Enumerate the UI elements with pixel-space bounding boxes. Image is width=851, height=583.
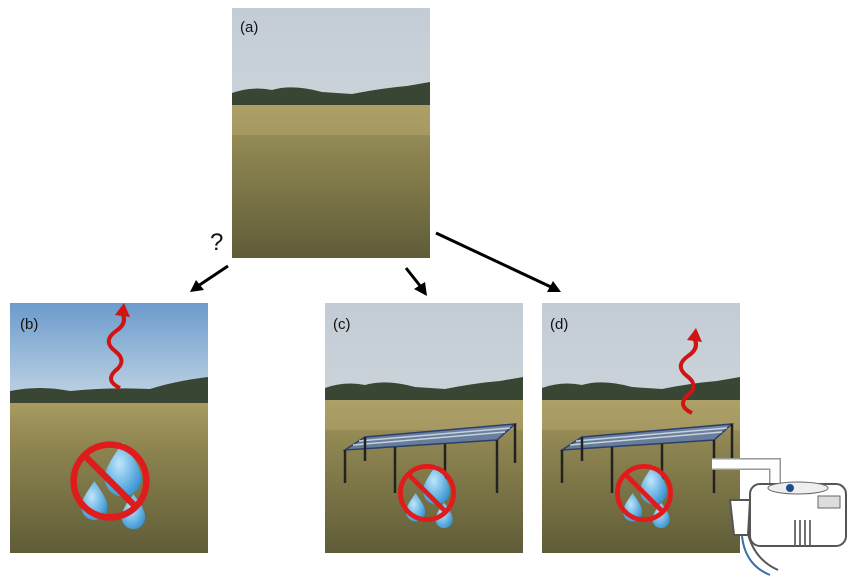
panel-label: (b) (20, 316, 38, 333)
panel-a: (a) (232, 8, 430, 258)
panel-c: (c) (325, 303, 523, 553)
panel-label: (a) (240, 19, 258, 36)
question-mark: ? (210, 229, 223, 256)
panel-d: (d) (542, 303, 740, 553)
panel-label: (d) (550, 316, 568, 333)
diagram: (a) (b) (c) (d) (0, 0, 851, 583)
panel-label: (c) (333, 316, 351, 333)
panel-b: (b) (10, 303, 208, 553)
